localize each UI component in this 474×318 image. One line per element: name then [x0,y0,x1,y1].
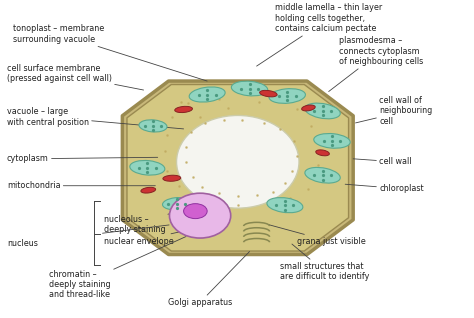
Text: cell wall: cell wall [353,157,411,166]
Ellipse shape [141,187,155,193]
Ellipse shape [170,193,231,238]
Text: grana just visible: grana just visible [268,225,365,246]
Text: cytoplasm: cytoplasm [7,154,158,163]
Ellipse shape [130,161,165,175]
Text: cell surface membrane
(pressed against cell wall): cell surface membrane (pressed against c… [7,64,144,90]
Ellipse shape [301,105,315,111]
Text: nuclear envelope: nuclear envelope [103,225,210,245]
Polygon shape [127,85,348,251]
Ellipse shape [139,120,167,132]
Ellipse shape [305,167,340,183]
Ellipse shape [183,204,207,218]
Ellipse shape [163,175,181,181]
Ellipse shape [175,106,192,113]
Ellipse shape [305,103,340,119]
Text: mitochondria: mitochondria [7,181,155,190]
Text: middle lamella – thin layer
holding cells together,
contains calcium pectate: middle lamella – thin layer holding cell… [256,3,383,66]
Ellipse shape [314,134,350,148]
Ellipse shape [176,115,299,208]
Text: small structures that
are difficult to identify: small structures that are difficult to i… [280,244,370,281]
Text: vacuole – large
with central position: vacuole – large with central position [7,107,183,129]
Ellipse shape [189,87,225,102]
Ellipse shape [267,197,303,213]
Polygon shape [122,81,353,254]
Text: tonoplast – membrane
surrounding vacuole: tonoplast – membrane surrounding vacuole [13,24,207,81]
Ellipse shape [316,150,329,156]
Ellipse shape [269,89,305,103]
Ellipse shape [260,90,277,97]
Text: plasmodesma –
connects cytoplasm
of neighbouring cells: plasmodesma – connects cytoplasm of neig… [328,36,423,92]
Text: nucleus: nucleus [7,238,38,248]
Text: cell wall of
neighbouring
cell: cell wall of neighbouring cell [356,96,432,126]
Text: nucleolus –
deeply staining: nucleolus – deeply staining [103,207,191,234]
Text: chloroplast: chloroplast [345,184,424,193]
Ellipse shape [163,197,191,210]
Ellipse shape [231,81,268,96]
Text: Golgi apparatus: Golgi apparatus [168,252,249,307]
Text: chromatin –
deeply staining
and thread-like: chromatin – deeply staining and thread-l… [49,237,186,299]
